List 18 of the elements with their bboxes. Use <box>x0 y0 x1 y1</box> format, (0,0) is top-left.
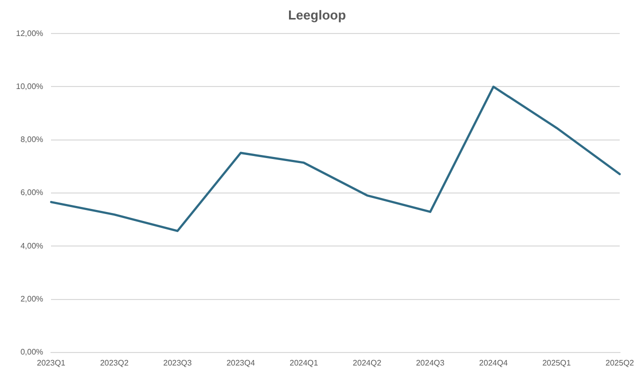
x-tick-label: 2023Q2 <box>100 358 130 368</box>
x-tick-label: 2025Q2 <box>606 358 635 368</box>
x-tick-label: 2023Q4 <box>226 358 256 368</box>
y-tick-label: 2,00% <box>20 294 44 304</box>
y-tick-label: 0,00% <box>20 348 44 357</box>
y-tick-label: 10,00% <box>16 82 44 91</box>
y-tick-label: 8,00% <box>20 135 44 144</box>
x-tick-label: 2024Q3 <box>416 358 446 368</box>
x-tick-label: 2024Q1 <box>290 358 319 368</box>
x-tick-label: 2023Q1 <box>36 358 66 368</box>
x-tick-label: 2024Q2 <box>352 358 382 368</box>
y-tick-label: 12,00% <box>16 28 44 38</box>
y-tick-label: 6,00% <box>20 188 44 198</box>
y-tick-label: 4,00% <box>20 241 44 250</box>
x-tick-label: 2023Q3 <box>163 358 192 368</box>
x-tick-label: 2025Q1 <box>542 358 572 368</box>
chart-title: Leegloop <box>288 7 346 22</box>
x-tick-label: 2024Q4 <box>479 358 508 368</box>
